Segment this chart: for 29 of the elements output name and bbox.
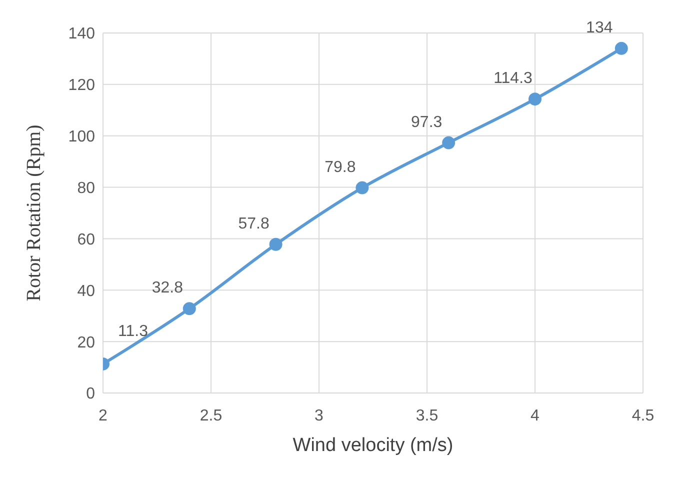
- x-tick-label: 4: [530, 407, 540, 424]
- data-label: 97.3: [411, 114, 442, 131]
- point: [614, 42, 628, 55]
- x-tick-label: 2.5: [200, 407, 222, 424]
- x-axis-title: Wind velocity (m/s): [292, 435, 454, 456]
- data-label: 32.8: [152, 280, 184, 297]
- y-tick-label: 0: [86, 386, 96, 403]
- y-tick-label: 40: [77, 282, 96, 300]
- y-axis-title: Rotor Rotation (Rpm): [23, 124, 46, 302]
- y-tick-label: 60: [77, 231, 96, 248]
- y-tick-label: 20: [77, 334, 96, 352]
- data-label: 79.8: [324, 158, 356, 176]
- x-tick-label: 3.5: [416, 407, 438, 424]
- x-tick-label: 2: [98, 407, 108, 424]
- y-tick-label: 120: [68, 77, 96, 94]
- point: [182, 302, 196, 316]
- data-label: 11.3: [118, 322, 148, 340]
- x-tick-label: 3: [314, 407, 324, 424]
- y-tick-label: 100: [68, 128, 96, 146]
- data-label: 134: [586, 19, 613, 36]
- y-tick-label: 80: [77, 180, 96, 197]
- y-tick-label: 140: [68, 26, 96, 43]
- point: [269, 238, 282, 251]
- data-label: 114.3: [494, 70, 533, 88]
- x-tick-label: 4.5: [632, 407, 654, 424]
- point: [442, 136, 456, 150]
- point: [528, 92, 542, 106]
- data-label: 57.8: [238, 215, 270, 232]
- point: [356, 181, 369, 194]
